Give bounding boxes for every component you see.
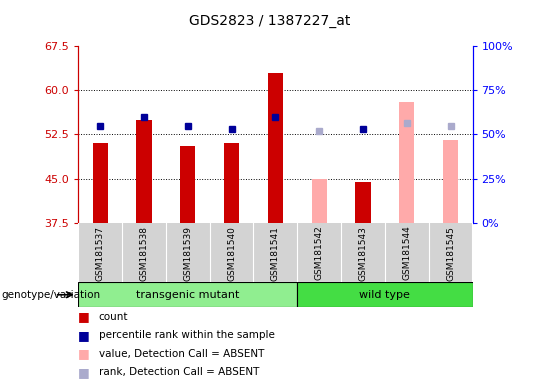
Bar [136, 120, 152, 223]
Bar [399, 102, 415, 223]
Text: GSM181543: GSM181543 [359, 226, 368, 281]
Bar [78, 282, 298, 307]
Bar [312, 179, 327, 223]
Text: GSM181544: GSM181544 [402, 226, 411, 280]
Bar [443, 140, 458, 223]
Text: GSM181540: GSM181540 [227, 226, 236, 281]
Text: value, Detection Call = ABSENT: value, Detection Call = ABSENT [99, 349, 264, 359]
Bar [355, 182, 370, 223]
Text: transgenic mutant: transgenic mutant [136, 290, 239, 300]
Bar [180, 146, 195, 223]
Text: GSM181542: GSM181542 [315, 226, 323, 280]
Text: GSM181545: GSM181545 [446, 226, 455, 281]
Text: wild type: wild type [360, 290, 410, 300]
Text: genotype/variation: genotype/variation [1, 290, 100, 300]
Text: GSM181541: GSM181541 [271, 226, 280, 281]
Text: ■: ■ [78, 310, 90, 323]
Text: GDS2823 / 1387227_at: GDS2823 / 1387227_at [190, 14, 350, 28]
Text: GSM181537: GSM181537 [96, 226, 105, 281]
Bar [224, 143, 239, 223]
Text: GSM181538: GSM181538 [139, 226, 148, 281]
Bar [298, 282, 472, 307]
Text: count: count [99, 312, 129, 322]
Text: percentile rank within the sample: percentile rank within the sample [99, 330, 275, 340]
Text: ■: ■ [78, 347, 90, 360]
Text: ■: ■ [78, 329, 90, 342]
Text: rank, Detection Call = ABSENT: rank, Detection Call = ABSENT [99, 367, 259, 377]
Bar [92, 143, 108, 223]
Text: GSM181539: GSM181539 [183, 226, 192, 281]
Bar [268, 73, 283, 223]
Text: ■: ■ [78, 366, 90, 379]
